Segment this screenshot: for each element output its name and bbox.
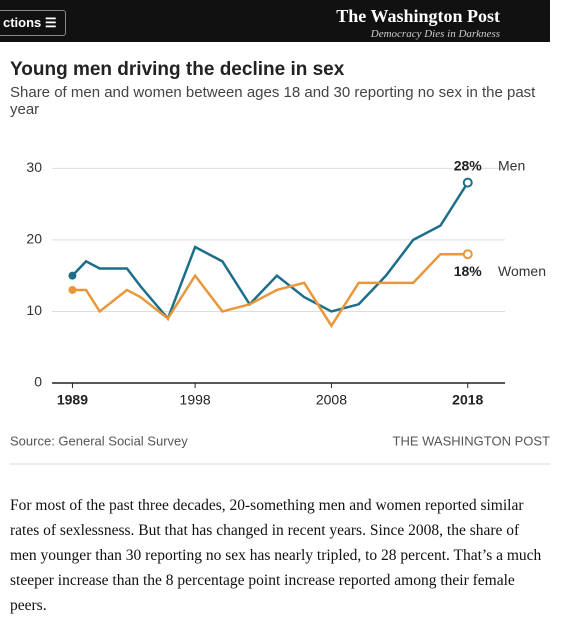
series-line [72, 252, 468, 329]
start-dot [68, 285, 77, 294]
y-tick-label: 10 [26, 302, 42, 318]
chart: Young men driving the decline in sex Sha… [10, 59, 551, 465]
y-tick-label: 0 [34, 374, 42, 390]
chart-subtitle: Share of men and women between ages 18 a… [10, 84, 536, 118]
x-tick-label: 1998 [180, 392, 211, 408]
brand[interactable]: The Washington Post [336, 6, 500, 26]
value-label: 18% [454, 263, 483, 279]
page: ctions ☰ The Washington Post Democracy D… [0, 0, 551, 614]
x-tick-label: 2008 [316, 392, 347, 408]
x-tick-label: 1989 [57, 392, 88, 408]
y-tick-label: 20 [26, 231, 42, 247]
header: ctions ☰ The Washington Post Democracy D… [0, 0, 550, 42]
article-text: For most of the past three decades, 20-s… [10, 497, 542, 614]
credit: THE WASHINGTON POST [393, 433, 551, 448]
legend-label: Men [498, 157, 525, 173]
sections-button[interactable]: ctions ☰ [0, 10, 66, 36]
menu-label[interactable]: ctions [3, 15, 42, 30]
end-dot [462, 249, 473, 260]
subtitle-box: Share of men and women between ages 18 a… [10, 84, 536, 118]
source: Source: General Social Survey [10, 433, 188, 448]
legend-label: Women [498, 263, 546, 279]
chart-title: Young men driving the decline in sex [10, 59, 345, 80]
y-tick-label: 30 [26, 159, 42, 175]
series-line [71, 181, 469, 322]
x-tick-label: 2018 [452, 392, 483, 408]
tagline: Democracy Dies in Darkness [370, 28, 500, 40]
end-dot [462, 177, 473, 188]
start-dot [68, 271, 77, 280]
value-label: 28% [454, 157, 483, 173]
